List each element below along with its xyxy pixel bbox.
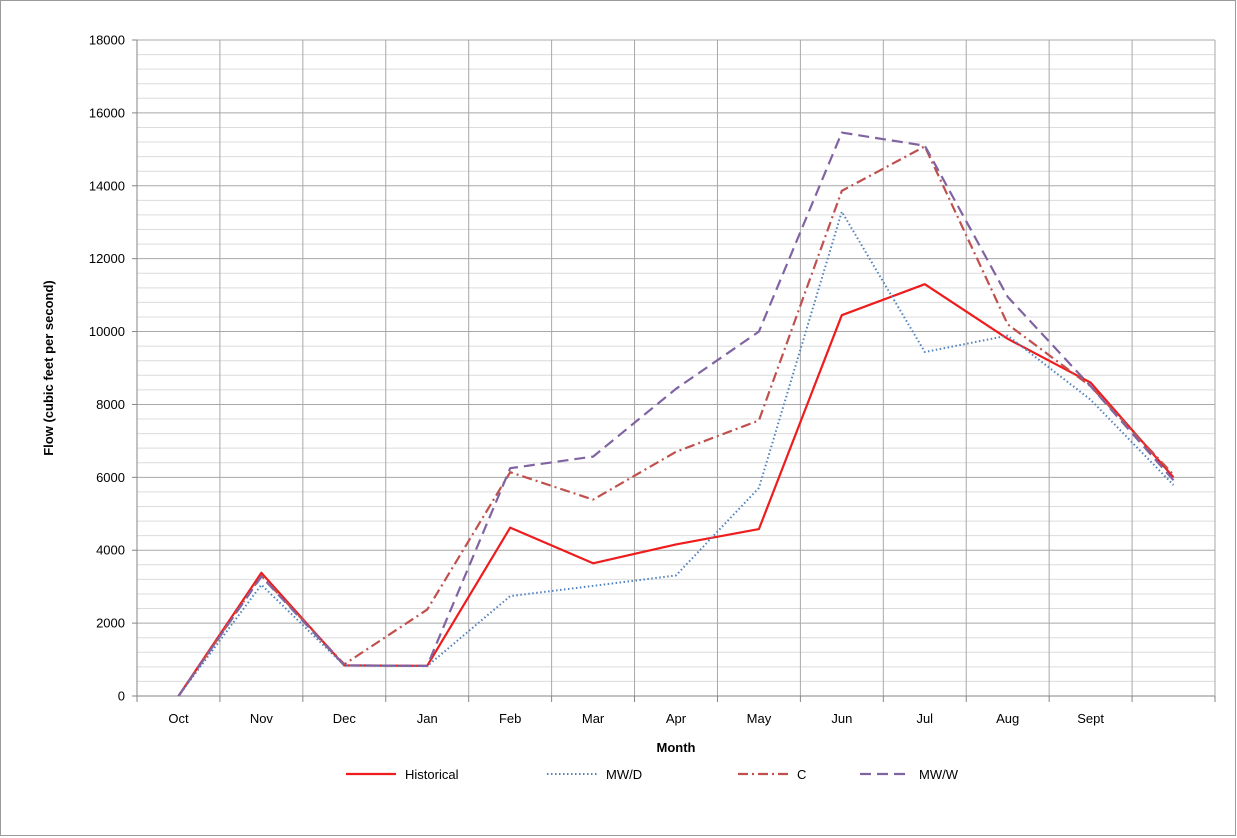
legend-label: MW/W <box>919 767 959 782</box>
y-tick-labels: 0 2000 4000 6000 8000 10000 12000 14000 16000 180… <box>89 33 125 704</box>
y-tick-label: 2000 <box>96 616 125 631</box>
y-axis-title: Flow (cubic feet per second) <box>41 280 56 456</box>
legend-label: MW/D <box>606 767 642 782</box>
x-tick-label: Nov <box>250 711 274 726</box>
y-tick-label: 8000 <box>96 397 125 412</box>
x-tick-label: Sept <box>1077 711 1104 726</box>
axes <box>132 39 1216 702</box>
vertical-gridlines <box>219 40 1216 696</box>
legend-label: Historical <box>405 767 459 782</box>
series-lines <box>177 131 1175 697</box>
x-tick-label: Jul <box>916 711 933 726</box>
x-tick-label: Mar <box>582 711 605 726</box>
x-tick-label: Apr <box>666 711 687 726</box>
x-tick-label: Dec <box>333 711 357 726</box>
x-tick-label: Feb <box>499 711 521 726</box>
y-tick-label: 0 <box>118 689 125 704</box>
x-tick-label: Jun <box>831 711 852 726</box>
y-tick-label: 18000 <box>89 33 125 48</box>
legend-label: C <box>797 767 806 782</box>
x-axis-title: Month <box>657 740 696 755</box>
series-line-mw-d <box>177 210 1175 697</box>
legend: Historical MW/D C MW/W <box>346 767 959 782</box>
series-line-historical <box>177 283 1175 697</box>
y-tick-label: 4000 <box>96 543 125 558</box>
major-gridlines <box>137 39 1215 624</box>
y-tick-label: 10000 <box>89 324 125 339</box>
y-tick-label: 6000 <box>96 470 125 485</box>
y-tick-label: 12000 <box>89 251 125 266</box>
x-tick-label: Oct <box>168 711 189 726</box>
y-tick-label: 16000 <box>89 105 125 120</box>
x-tick-label: May <box>747 711 772 726</box>
minor-gridlines <box>137 54 1215 682</box>
series-line-c <box>177 145 1175 697</box>
series-line-mw-w <box>177 131 1175 697</box>
x-tick-label: Aug <box>996 711 1019 726</box>
x-tick-labels: Oct Nov Dec Jan Feb Mar Apr May Jun Jul Aug Sept <box>168 711 1104 726</box>
y-tick-label: 14000 <box>89 178 125 193</box>
x-tick-label: Jan <box>417 711 438 726</box>
